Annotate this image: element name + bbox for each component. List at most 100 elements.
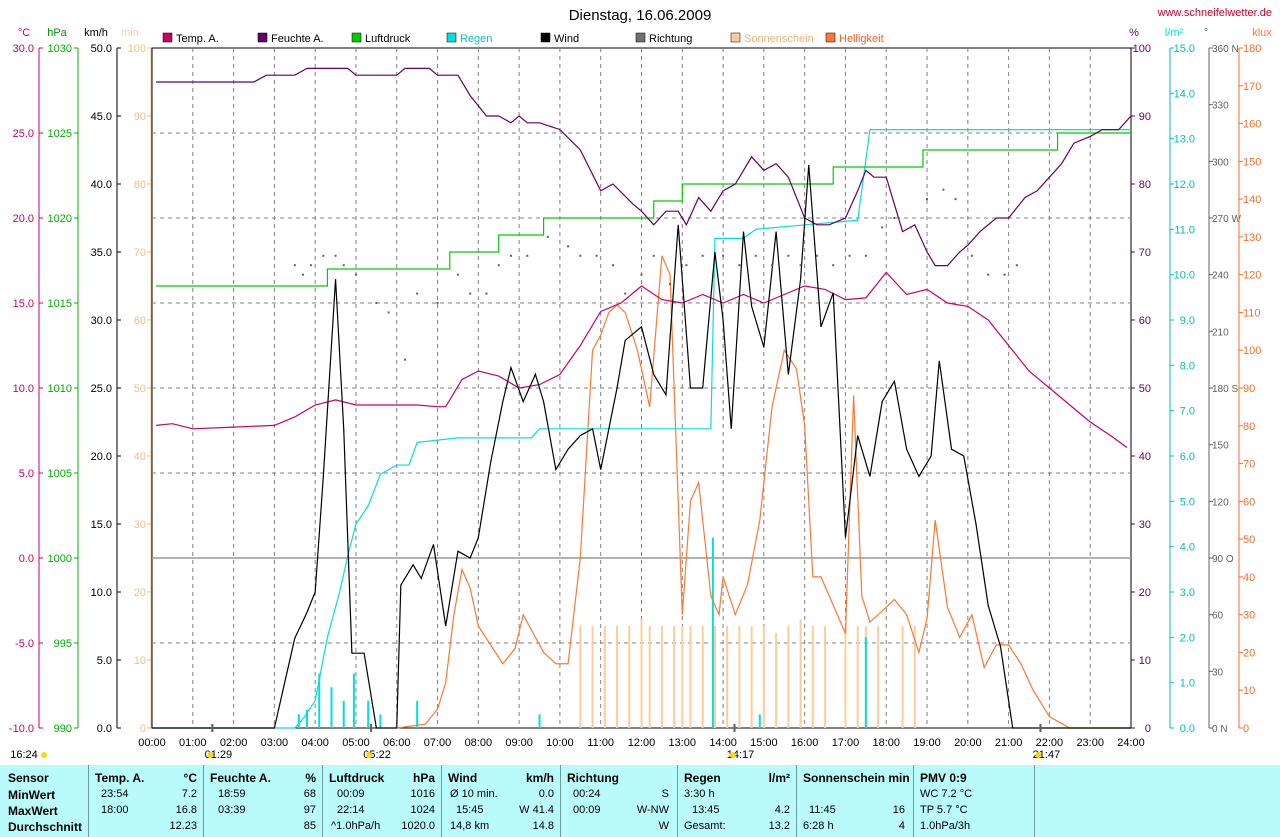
direction-point <box>469 292 472 295</box>
axis-tick-label: 1015 <box>48 298 72 310</box>
axis-tick-label: 20 <box>134 587 146 599</box>
rain-total: 13.2 <box>768 820 790 832</box>
axis-tick-label: 30 <box>1243 610 1255 622</box>
x-tick-label: 12:00 <box>628 737 656 749</box>
axis-tick-label: 20 <box>1139 587 1151 599</box>
direction-point <box>987 273 990 276</box>
divider <box>677 765 678 837</box>
sun-icon <box>41 752 47 758</box>
axis-tick-label: 1000 <box>48 553 72 565</box>
humidity-avg: 85 <box>303 820 316 832</box>
direction-point <box>595 254 598 257</box>
axis-tick-label: -5.0 <box>15 638 34 650</box>
direction-point <box>652 254 655 257</box>
humidity-max: 97 <box>303 804 316 816</box>
legend-item: Luftdruck <box>351 32 411 45</box>
axis-tick-label: 70 <box>1139 247 1151 259</box>
direction-point <box>685 264 688 267</box>
axis-tick-label: 110 <box>1243 307 1261 319</box>
axis-tick-label: 240 <box>1212 271 1229 282</box>
x-tick-label: 02:00 <box>220 737 248 749</box>
divider <box>88 765 89 837</box>
axis-tick-label: 80 <box>1243 421 1255 433</box>
stats-direction: Richtung 00:24 S 00:09 W-NW W <box>561 765 677 837</box>
axis-tick-label: 120 <box>1243 270 1261 282</box>
axis-tick-label: 9.0 <box>1180 315 1195 327</box>
axis-tick-label: 90 O <box>1212 554 1234 565</box>
axis-tick-label: 90 <box>1243 383 1255 395</box>
legend-swatch <box>540 32 551 43</box>
legend-label: Richtung <box>649 33 692 45</box>
axis-tick-label: 0.0 <box>1180 723 1195 735</box>
x-tick-label: 00:00 <box>138 737 166 749</box>
axis-tick-label: 14.0 <box>1174 88 1195 100</box>
legend-swatch <box>351 32 362 43</box>
axis-tick-label: 10 <box>1139 655 1151 667</box>
divider <box>1034 765 1035 837</box>
axis-tick-label: 30.0 <box>13 43 34 55</box>
x-tick-label: 19:00 <box>913 737 941 749</box>
x-tick-label: 01:00 <box>179 737 207 749</box>
site-link[interactable]: www.schneifelwetter.de <box>1157 7 1272 19</box>
axis-tick-label: 80 <box>1139 179 1151 191</box>
x-tick-label: 18:00 <box>872 737 900 749</box>
pressure-min-time: 00:09 <box>337 788 365 800</box>
axis-tick-label: 1005 <box>48 468 72 480</box>
legend-label: Wind <box>554 33 579 45</box>
stats-temp: Temp. A. °C 23:54 7.2 18:00 16.8 12.23 <box>89 765 203 837</box>
stats-panel: Sensor MinWert MaxWert Durchschnitt Temp… <box>0 765 1280 837</box>
rain-total-label: Gesamt: <box>684 820 726 832</box>
direction-point <box>579 254 582 257</box>
x-tick-label: 14:00 <box>709 737 737 749</box>
axis-tick-label: 995 <box>54 638 72 650</box>
direction-point <box>509 254 512 257</box>
pressure-unit: hPa <box>412 771 435 785</box>
direction-point <box>342 264 345 267</box>
axis-tick-label: 20.0 <box>13 213 34 225</box>
axis-tick-label: 10.0 <box>91 587 112 599</box>
axis-unit-rain: l/m² <box>1165 27 1184 39</box>
x-tick-label: 24:00 <box>1117 737 1145 749</box>
temp-title: Temp. A. <box>95 771 145 785</box>
x-tick-label: 03:00 <box>261 737 289 749</box>
wind-avg: 14.8 <box>532 820 554 832</box>
axis-tick-label: 20.0 <box>91 451 112 463</box>
direction-point <box>456 273 459 276</box>
legend-item: Helligkeit <box>825 32 884 45</box>
direction-point <box>293 264 296 267</box>
axis-tick-label: 15.0 <box>13 298 34 310</box>
legend-label: Luftdruck <box>365 33 411 45</box>
direction-point <box>832 264 835 267</box>
axis-tick-label: 360 N <box>1212 44 1239 55</box>
x-tick-label: 20:00 <box>954 737 982 749</box>
direction-point <box>567 245 570 248</box>
axis-tick-label: 90 <box>1139 111 1151 123</box>
pressure-max: 1024 <box>410 804 435 816</box>
humidity-min: 68 <box>303 788 316 800</box>
axis-tick-label: 8.0 <box>1180 360 1195 372</box>
x-tick-label: 22:00 <box>1036 737 1064 749</box>
pressure-avg: 1020.0 <box>401 820 435 832</box>
axis-tick-label: 40.0 <box>91 179 112 191</box>
x-tick-label: 05:00 <box>342 737 370 749</box>
sunshine-avg: 4 <box>898 820 905 832</box>
x-tick-label: 04:00 <box>301 737 329 749</box>
divider <box>913 765 914 837</box>
humidity-unit: % <box>305 771 316 785</box>
axis-light: 1801701601501401301201101009080706050403… <box>1238 43 1261 735</box>
direction-point <box>611 264 614 267</box>
temp-max: 16.8 <box>175 804 197 816</box>
temp-line <box>156 271 1128 448</box>
legend: Temp. A. Feuchte A. Luftdruck Regen Wind Rich… <box>162 32 884 45</box>
axis-tick-label: 100 <box>128 43 146 55</box>
axis-tick-label: 5.0 <box>97 655 112 667</box>
stats-row-max: MaxWert <box>8 804 58 818</box>
axis-unit-pressure: hPa <box>47 27 67 39</box>
direction-point <box>848 254 851 257</box>
divider <box>322 765 323 837</box>
x-tick-label: 13:00 <box>669 737 697 749</box>
direction-point <box>738 264 741 267</box>
stats-sensor-title: Sensor <box>8 771 49 785</box>
pressure-line <box>156 132 1131 287</box>
